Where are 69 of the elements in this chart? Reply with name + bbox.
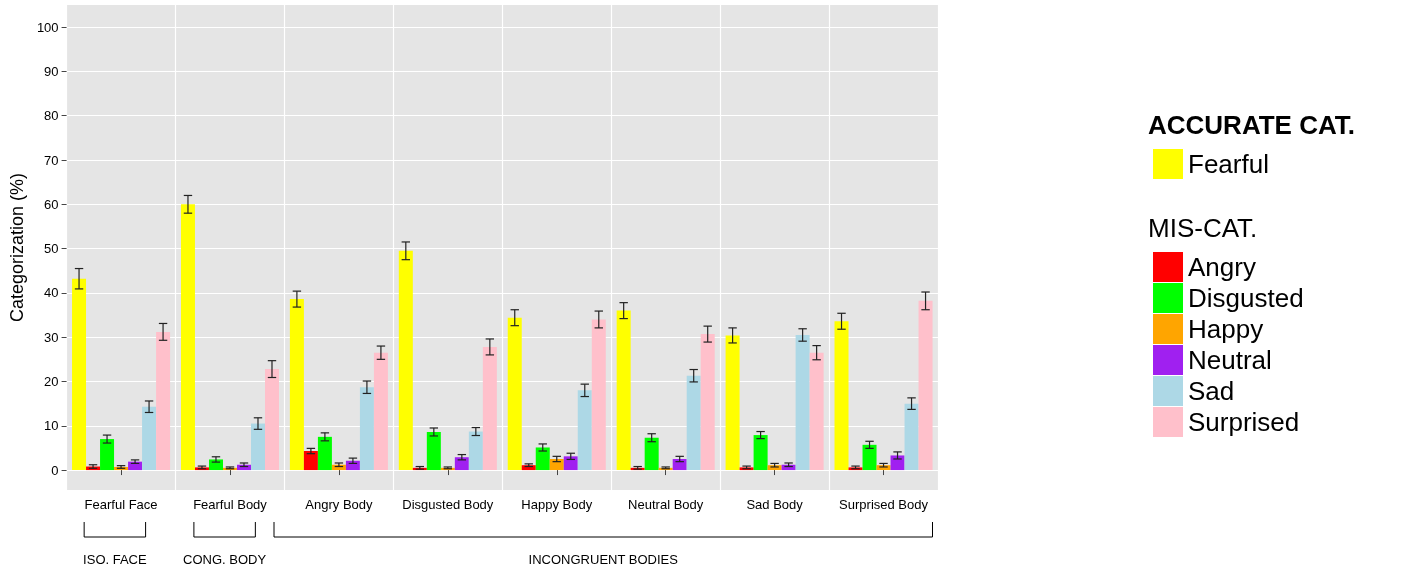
x-tick-label: Happy Body [521, 497, 593, 512]
y-tick-label: 60 [44, 196, 59, 212]
bar [264, 369, 279, 471]
legend-label: Neutral [1188, 345, 1272, 375]
text: CONG. BODY [183, 552, 267, 567]
text: ACCURATE CAT. [1148, 110, 1356, 140]
text: INCONGRUENT BODIES [528, 552, 679, 567]
bar [672, 459, 687, 471]
y-tick-label: 90 [44, 63, 59, 79]
bar [373, 352, 388, 471]
bar [591, 319, 606, 471]
bar [250, 423, 265, 471]
legend-label: Surprised [1188, 407, 1300, 437]
y-axis-title: Categorization (%) [7, 172, 27, 323]
x-tick-label: Surprised Body [839, 497, 929, 512]
bar [644, 437, 659, 471]
bar [142, 406, 157, 471]
bar [359, 387, 374, 471]
text: MIS-CAT. [1148, 213, 1258, 243]
bar [918, 300, 933, 471]
x-tick-label: Fearful Face [84, 497, 158, 512]
bar [834, 321, 849, 471]
y-tick-label: 10 [44, 418, 59, 434]
x-tick-label: Sad Body [746, 497, 804, 512]
x-tick-label: Disgusted Body [402, 497, 494, 512]
bar [72, 278, 87, 471]
bar [809, 352, 824, 471]
bar [725, 335, 740, 471]
x-tick-label: Fearful Body [193, 497, 268, 512]
bar [535, 447, 550, 471]
y-tick-label: 30 [44, 329, 59, 345]
legend-label: Sad [1188, 376, 1235, 406]
bar [482, 346, 497, 471]
bar [303, 451, 318, 471]
bar [345, 460, 360, 471]
bar [468, 431, 483, 471]
bar [426, 431, 441, 471]
y-tick-label: 20 [44, 373, 59, 389]
y-tick-label: 70 [44, 152, 59, 168]
bar [156, 331, 171, 471]
bar [616, 310, 631, 471]
x-tick-label: Angry Body [305, 497, 374, 512]
bar [289, 299, 304, 471]
bar [862, 444, 877, 471]
legend-label: Fearful [1188, 149, 1269, 179]
bar [180, 204, 195, 471]
bar [398, 250, 413, 471]
bar [100, 439, 115, 471]
y-tick-label: 50 [44, 241, 59, 257]
y-tick-label: 0 [51, 462, 59, 478]
text: ISO. FACE [83, 552, 147, 567]
bar [563, 456, 578, 471]
bar [686, 375, 701, 471]
bar [753, 435, 768, 471]
bar [904, 403, 919, 471]
legend-label: Angry [1188, 252, 1256, 282]
y-tick-label: 80 [44, 108, 59, 124]
x-tick-label: Neutral Body [628, 497, 704, 512]
bar [890, 455, 905, 471]
bar [549, 459, 564, 471]
bar [317, 436, 332, 471]
y-tick-label: 100 [36, 19, 59, 35]
y-tick-label: 40 [44, 285, 59, 301]
legend-label: Disgusted [1188, 283, 1304, 313]
legend-label: Happy [1188, 314, 1264, 344]
bar [507, 317, 522, 471]
bar [577, 390, 592, 471]
bar [700, 334, 715, 471]
bar [795, 334, 810, 471]
